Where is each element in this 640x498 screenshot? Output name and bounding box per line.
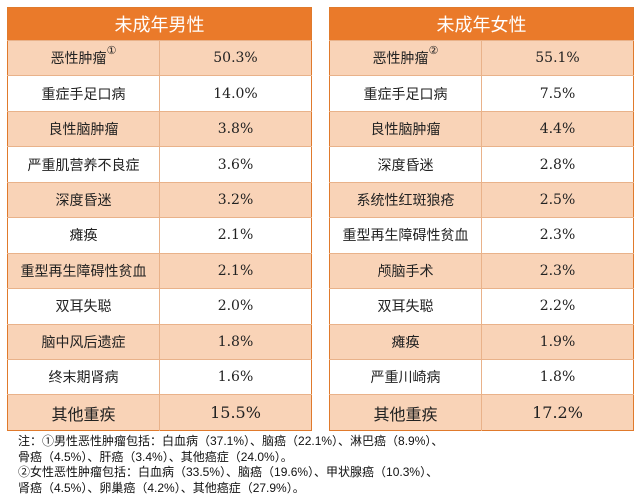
percentage-value: 1.6% <box>159 358 312 395</box>
table-row: 双耳失聪 2.2% <box>329 288 634 324</box>
footnote-mark: ② <box>428 44 439 58</box>
disease-name-text: 瘫痪 <box>391 334 420 351</box>
table-row: 严重川崎病 1.8% <box>329 358 634 395</box>
disease-name: 深度昏迷 <box>7 181 160 218</box>
disease-name-text: 恶性肿瘤 <box>372 51 429 68</box>
disease-name-text: 脑中风后遗症 <box>41 334 126 351</box>
disease-name: 重症手足口病 <box>7 75 160 112</box>
disease-name-text: 颅脑手术 <box>377 263 434 280</box>
disease-name: 颅脑手术 <box>329 252 482 289</box>
table-row: 恶性肿瘤① 50.3% <box>7 39 312 76</box>
percentage-value: 15.5% <box>159 394 312 431</box>
table-row: 严重肌营养不良症 3.6% <box>7 146 312 183</box>
percentage-value: 2.1% <box>159 217 312 254</box>
percentage-value: 50.3% <box>159 39 312 76</box>
disease-name: 重型再生障碍性贫血 <box>7 252 160 289</box>
percentage-value: 17.2% <box>481 394 634 431</box>
footnote-line: 骨癌（4.5%）、肝癌（3.4%）、其他癌症（24.0%）。 <box>18 449 293 464</box>
disease-name-text: 瘫痪 <box>69 228 98 245</box>
percentage-value: 2.0% <box>159 288 312 324</box>
disease-name: 双耳失聪 <box>7 288 160 324</box>
table-row: 重型再生障碍性贫血 2.1% <box>7 252 312 289</box>
disease-name-text: 重症手足口病 <box>363 86 448 103</box>
disease-name-text: 恶性肿瘤 <box>50 51 107 68</box>
disease-name-text: 其他重疾 <box>373 404 438 424</box>
disease-name-text: 严重肌营养不良症 <box>27 157 140 174</box>
table-row: 其他重疾 17.2% <box>329 394 634 431</box>
table-row: 双耳失聪 2.0% <box>7 288 312 324</box>
percentage-value: 4.4% <box>481 110 634 147</box>
disease-name-text: 双耳失聪 <box>55 299 112 316</box>
disease-name-text: 良性脑肿瘤 <box>48 122 119 139</box>
disease-name-text: 其他重疾 <box>51 404 116 424</box>
disease-name-text: 双耳失聪 <box>377 299 434 316</box>
percentage-value: 2.1% <box>159 252 312 289</box>
female-table-title: 未成年女性 <box>329 7 634 41</box>
disease-name: 瘫痪 <box>7 217 160 254</box>
table-row: 瘫痪 1.9% <box>329 323 634 360</box>
table-row: 良性脑肿瘤 4.4% <box>329 110 634 147</box>
male-table-title: 未成年男性 <box>7 7 312 41</box>
disease-name: 系统性红斑狼疮 <box>329 181 482 218</box>
disease-name-text: 重症手足口病 <box>41 86 126 103</box>
disease-name: 瘫痪 <box>329 323 482 360</box>
disease-name: 终末期肾病 <box>7 358 160 395</box>
percentage-value: 7.5% <box>481 75 634 112</box>
disease-name: 良性脑肿瘤 <box>329 110 482 147</box>
disease-name: 脑中风后遗症 <box>7 323 160 360</box>
disease-name-text: 严重川崎病 <box>370 370 441 387</box>
percentage-value: 1.9% <box>481 323 634 360</box>
disease-name: 良性脑肿瘤 <box>7 110 160 147</box>
disease-name: 严重肌营养不良症 <box>7 146 160 183</box>
male-table: 未成年男性 恶性肿瘤① 50.3% 重症手足口病 14.0% 良性脑肿瘤 3.8% 严重肌营… <box>7 7 312 431</box>
percentage-value: 14.0% <box>159 75 312 112</box>
percentage-value: 1.8% <box>481 358 634 395</box>
table-row: 系统性红斑狼疮 2.5% <box>329 181 634 218</box>
disease-name: 深度昏迷 <box>329 146 482 183</box>
percentage-value: 1.8% <box>159 323 312 360</box>
table-row: 终末期肾病 1.6% <box>7 358 312 395</box>
table-row: 重症手足口病 14.0% <box>7 75 312 112</box>
percentage-value: 3.6% <box>159 146 312 183</box>
disease-name: 其他重疾 <box>329 394 482 431</box>
percentage-value: 2.2% <box>481 288 634 324</box>
table-row: 恶性肿瘤② 55.1% <box>329 39 634 76</box>
disease-name: 其他重疾 <box>7 394 160 431</box>
table-row: 瘫痪 2.1% <box>7 217 312 254</box>
percentage-value: 2.3% <box>481 252 634 289</box>
percentage-value: 2.5% <box>481 181 634 218</box>
table-row: 其他重疾 15.5% <box>7 394 312 431</box>
disease-name: 重症手足口病 <box>329 75 482 112</box>
disease-name-text: 重型再生障碍性贫血 <box>342 228 469 245</box>
disease-name-text: 终末期肾病 <box>48 370 119 387</box>
table-row: 深度昏迷 2.8% <box>329 146 634 183</box>
percentage-value: 3.2% <box>159 181 312 218</box>
table-row: 深度昏迷 3.2% <box>7 181 312 218</box>
footnote-mark: ① <box>106 44 117 58</box>
percentage-value: 3.8% <box>159 110 312 147</box>
percentage-value: 2.8% <box>481 146 634 183</box>
disease-name: 严重川崎病 <box>329 358 482 395</box>
footnotes: 注：①男性恶性肿瘤包括：白血病（37.1%）、脑癌（22.1%）、淋巴癌（8.9… <box>18 434 633 496</box>
disease-name: 恶性肿瘤② <box>329 39 482 76</box>
disease-name: 恶性肿瘤① <box>7 39 160 76</box>
disease-name: 双耳失聪 <box>329 288 482 324</box>
percentage-value: 2.3% <box>481 217 634 254</box>
percentage-value: 55.1% <box>481 39 634 76</box>
footnote-line: 肾癌（4.5%）、卵巢癌（4.2%）、其他癌症（27.9%）。 <box>18 480 305 495</box>
footnote-line: 注：①男性恶性肿瘤包括：白血病（37.1%）、脑癌（22.1%）、淋巴癌（8.9… <box>18 434 444 448</box>
table-row: 重型再生障碍性贫血 2.3% <box>329 217 634 254</box>
table-row: 颅脑手术 2.3% <box>329 252 634 289</box>
disease-name-text: 系统性红斑狼疮 <box>356 192 455 209</box>
disease-name: 重型再生障碍性贫血 <box>329 217 482 254</box>
table-row: 重症手足口病 7.5% <box>329 75 634 112</box>
disease-name-text: 良性脑肿瘤 <box>370 122 441 139</box>
disease-name-text: 深度昏迷 <box>55 192 112 209</box>
footnote-line: ②女性恶性肿瘤包括：白血病（33.5%）、脑癌（19.6%）、甲状腺癌（10.3… <box>18 465 439 479</box>
disease-name-text: 深度昏迷 <box>377 157 434 174</box>
disease-name-text: 重型再生障碍性贫血 <box>20 263 147 280</box>
female-table: 未成年女性 恶性肿瘤② 55.1% 重症手足口病 7.5% 良性脑肿瘤 4.4% 深度昏迷 2… <box>329 7 634 431</box>
table-row: 脑中风后遗症 1.8% <box>7 323 312 360</box>
table-row: 良性脑肿瘤 3.8% <box>7 110 312 147</box>
